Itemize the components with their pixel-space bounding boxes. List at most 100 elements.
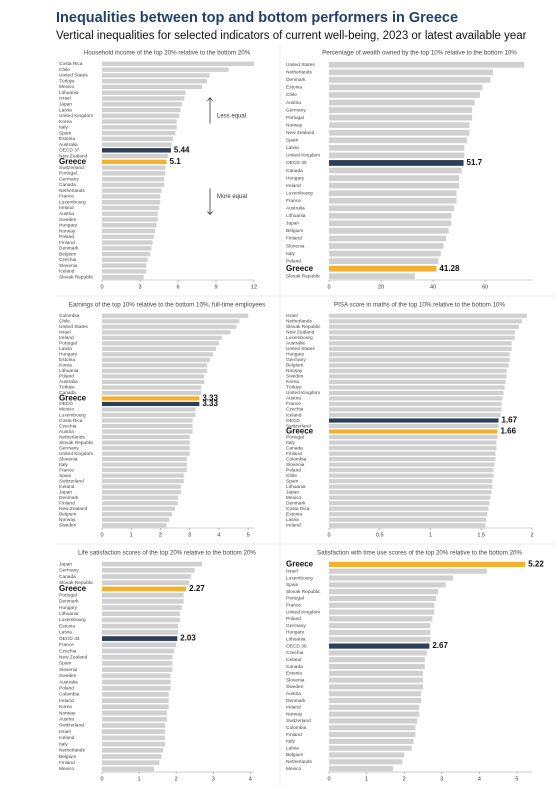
category-label: Lithuania [286,484,306,490]
category-label: Slovak Republic [286,589,321,595]
category-label: Israel [286,568,298,574]
category-label: OECD 30 [286,160,307,166]
bar [329,390,504,396]
bar [329,657,425,663]
x-tick-label: 4 [217,532,220,538]
x-tick-label: 3 [188,532,191,538]
bar [329,711,420,717]
data-label: 41.28 [439,264,460,273]
chart-title: Life satisfaction scores of the top 20% … [78,550,256,557]
bar [102,710,167,716]
bar [329,718,418,724]
category-label: Hungary [286,175,305,181]
bar [329,440,497,445]
bar [102,234,154,239]
bar [329,704,420,710]
bar [102,512,173,517]
bar [329,595,437,602]
bar [102,274,144,280]
bar [102,159,167,165]
bar [102,324,237,329]
bar [329,623,431,629]
bar [329,670,423,676]
bar [102,379,205,385]
annotation: More equal [217,194,247,200]
bar [329,401,502,407]
category-label: New Zealand [286,130,315,136]
bar [102,223,157,228]
category-label: Norway [286,368,303,374]
x-tick-label: 0 [100,532,103,538]
bar [102,113,180,118]
bar [329,335,515,340]
bar [102,617,180,623]
category-label: Denmark [59,246,79,252]
bar [102,580,190,586]
category-label: Türkiye [59,385,75,391]
bar [329,636,431,642]
x-tick-label: 9 [214,284,217,290]
bar [102,84,203,90]
category-label: Norway [59,517,76,523]
bar [329,160,464,166]
category-label: Colombia [286,456,307,462]
category-label: Luxembourg [59,617,86,623]
category-label: Canada [59,182,76,188]
category-label: Latvia [59,107,72,113]
category-label: Italy [286,739,295,745]
category-label: Latvia [59,346,72,352]
bar [102,673,171,679]
bar [329,506,489,511]
category-label: Israel [59,330,71,336]
category-label: Costa Rica [59,61,83,67]
category-label: Germany [286,107,306,113]
category-label: Türkiye [59,78,75,84]
category-label: Belgium [59,251,76,257]
category-label: France [286,401,301,407]
category-label: Colombia [59,313,80,319]
bar [329,99,475,106]
bar [329,745,412,751]
category-label: Portugal [286,434,304,440]
category-label: Iceland [286,412,302,418]
category-label: Israel [59,96,71,102]
category-label: Finland [286,732,302,738]
category-label: Switzerland [286,423,311,429]
category-label: Portugal [286,596,304,602]
bar [329,330,515,335]
bar [102,368,208,373]
bar [329,324,519,329]
bar [329,418,499,423]
bar [102,418,193,423]
category-label: United Kingdom [59,113,93,119]
bar [102,605,182,610]
category-label: Netherlands [286,759,312,765]
category-label: Latvia [286,145,299,151]
bar [102,685,171,691]
category-label: Ireland [59,205,74,211]
category-label: Sweden [59,523,77,529]
bar [329,182,460,189]
bar [102,611,180,617]
bar [329,423,499,429]
bar [329,175,460,181]
bar [102,341,219,346]
category-label: OECD [59,401,73,407]
category-label: Norway [286,711,303,717]
bar [329,84,483,91]
category-label: Poland [286,467,301,473]
bar [329,456,496,462]
category-label: France [59,194,74,200]
category-label: Slovenia [59,263,78,269]
category-label: Estonia [59,623,75,629]
bar [329,484,493,489]
category-label: Slovenia [59,456,78,462]
bar [102,200,161,205]
bar [102,251,151,257]
bar [329,319,522,324]
category-label: Australia [286,341,305,347]
category-label: Netherlands [59,434,85,440]
category-label: Czechia [59,257,77,263]
x-tick-label: 0 [327,284,330,290]
chart-title: Household income of the top 20% relative… [84,50,251,57]
